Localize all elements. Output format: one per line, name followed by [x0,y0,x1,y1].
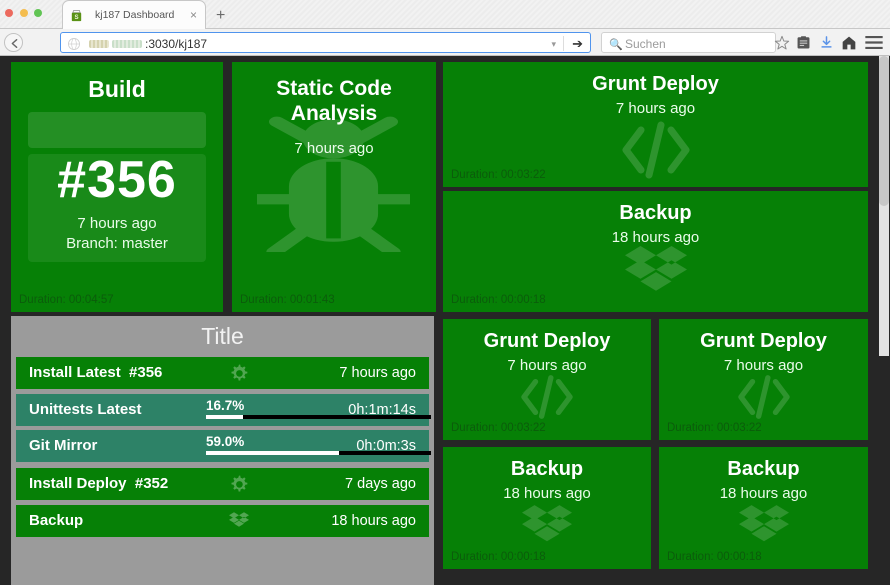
svg-text:S: S [74,14,78,21]
